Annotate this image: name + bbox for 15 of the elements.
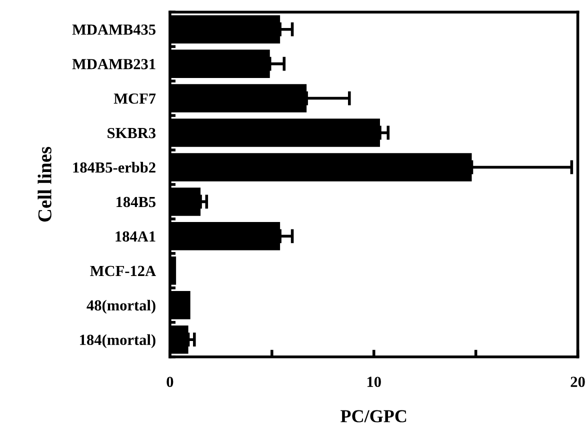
x-axis-title: PC/GPC [340, 410, 406, 422]
y-tick-label: 184B5-erbb2 [73, 162, 156, 173]
y-tick-label: MDAMB231 [72, 58, 156, 70]
x-tick-label: 20 [570, 376, 585, 388]
y-tick-label: 48(mortal) [86, 300, 156, 314]
y-tick-label: 184A1 [116, 231, 156, 242]
y-tick-label: MCF7 [114, 93, 156, 104]
y-tick-label: 184(mortal) [80, 334, 156, 348]
x-tick-label: 10 [367, 376, 381, 388]
y-axis-title: Cell lines [38, 146, 52, 222]
y-tick-label: 184B5 [116, 196, 156, 208]
y-tick-label: MCF-12A [90, 266, 156, 276]
x-tick-label: 0 [166, 376, 174, 388]
y-tick-label: SKBR3 [108, 128, 156, 138]
y-tick-label: MDAMB435 [72, 24, 156, 35]
